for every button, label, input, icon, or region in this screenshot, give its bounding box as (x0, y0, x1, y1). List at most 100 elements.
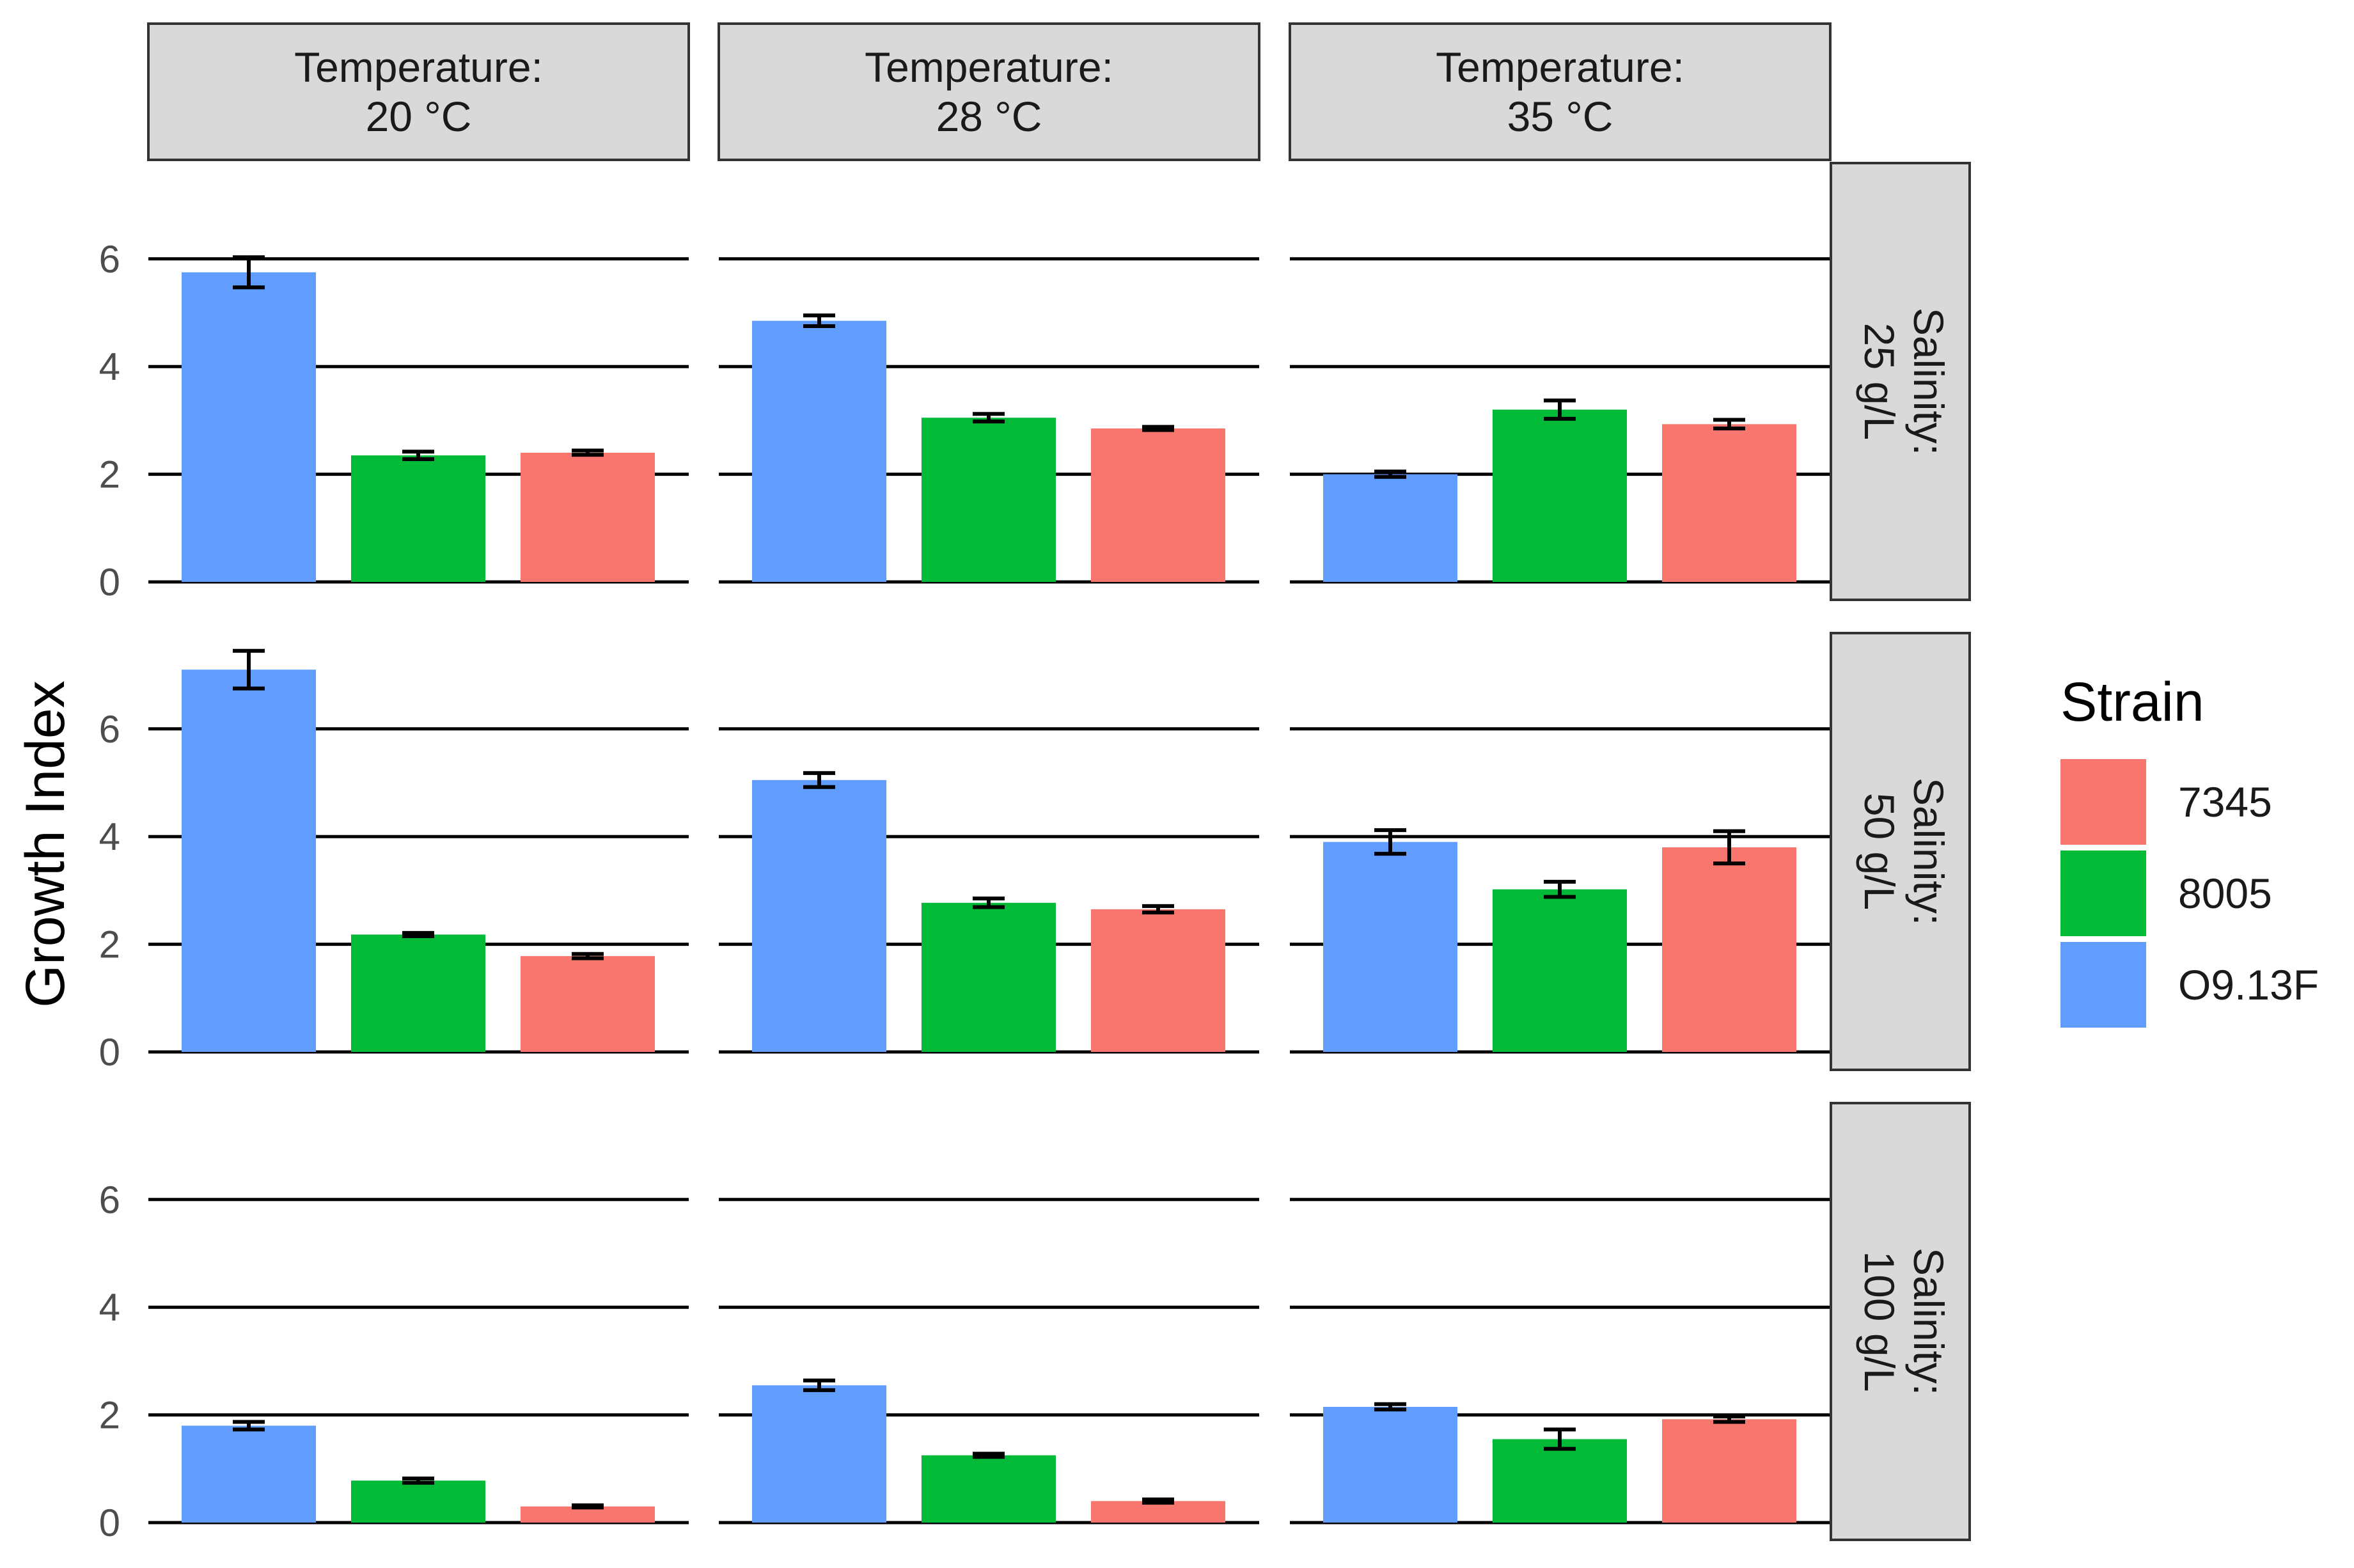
bar-8005-r2-c2 (922, 902, 1056, 1052)
legend: Strain 7345 8005 O9.13F (2060, 671, 2319, 1028)
y-tick-label-r3-4: 4 (99, 1286, 120, 1329)
bar-7345-r3-c2 (1091, 1501, 1225, 1523)
col-strip-label-line1: Temperature: (865, 43, 1113, 91)
panel-r2-c3 (1290, 727, 1830, 1054)
col-strip-background (718, 22, 1260, 161)
bar-7345-r1-c3 (1662, 424, 1796, 582)
y-tick-label-r1-4: 4 (99, 345, 120, 388)
row-strip-label-line1: Salinity: (1905, 1248, 1952, 1395)
bar-O913F-r1-c1 (182, 272, 316, 582)
error-bar-8005 (402, 1476, 434, 1485)
row-strip-label-line2: 100 g/L (1856, 1251, 1903, 1392)
col-strip-3: Temperature:35 °C (1289, 22, 1832, 161)
legend-title: Strain (2060, 671, 2204, 733)
bar-O913F-r2-c3 (1323, 842, 1457, 1052)
bar-8005-r3-c2 (922, 1455, 1056, 1523)
legend-item-8005: 8005 (2060, 851, 2272, 936)
error-bar-8005 (402, 450, 434, 462)
error-bar-O913F (1374, 828, 1406, 856)
bar-8005-r3-c3 (1493, 1439, 1627, 1523)
error-bar-8005 (973, 1452, 1005, 1459)
bar-O913F-r3-c2 (752, 1385, 886, 1523)
y-tick-label-r3-0: 0 (99, 1501, 120, 1544)
legend-item-O913F: O9.13F (2060, 942, 2319, 1028)
error-bar-7345 (572, 952, 604, 960)
panel-r3-c3 (1290, 1198, 1830, 1525)
y-tick-labels: 0 2 4 6 0 2 4 6 0 2 4 6 (99, 238, 120, 1544)
y-tick-label-r3-2: 2 (99, 1394, 120, 1437)
bar-O913F-r3-c3 (1323, 1406, 1457, 1523)
bar-8005-r2-c3 (1493, 889, 1627, 1052)
y-tick-label-r2-4: 4 (99, 815, 120, 858)
bar-7345-r1-c2 (1091, 428, 1225, 582)
col-strip-label-line1: Temperature: (294, 43, 543, 91)
row-strip-label-line2: 25 g/L (1856, 323, 1903, 441)
error-bar-7345 (1142, 425, 1174, 432)
col-strip-2: Temperature:28 °C (718, 22, 1260, 161)
bar-8005-r3-c1 (351, 1480, 485, 1523)
col-strip-label-line2: 28 °C (936, 93, 1042, 140)
error-bar-8005 (1544, 879, 1576, 899)
legend-label: 8005 (2178, 870, 2272, 917)
row-strip-background (1830, 162, 1971, 601)
error-bar-8005 (973, 897, 1005, 909)
error-bar-O913F (233, 1420, 265, 1432)
col-strip-background (1289, 22, 1832, 161)
facet-panels (148, 255, 1830, 1525)
col-strip-label-line2: 35 °C (1507, 93, 1613, 140)
row-strip-background (1830, 1102, 1971, 1541)
error-bar-8005 (402, 930, 434, 938)
legend-label: O9.13F (2178, 961, 2319, 1008)
bar-O913F-r1-c3 (1323, 474, 1457, 582)
bar-7345-r1-c1 (521, 452, 655, 582)
y-tick-label-r1-0: 0 (99, 561, 120, 604)
error-bar-O913F (1374, 469, 1406, 479)
y-tick-label-r2-0: 0 (99, 1031, 120, 1074)
bar-O913F-r2-c2 (752, 780, 886, 1052)
error-bar-7345 (1713, 829, 1745, 866)
panel-r2-c2 (719, 727, 1259, 1054)
error-bar-O913F (803, 313, 835, 329)
col-strip-label-line2: 20 °C (366, 93, 472, 140)
bar-8005-r2-c1 (351, 934, 485, 1052)
row-strip-1: Salinity:25 g/L (1830, 162, 1971, 601)
y-tick-label-r1-2: 2 (99, 453, 120, 496)
row-strip-label-line2: 50 g/L (1856, 793, 1903, 911)
bar-7345-r2-c2 (1091, 909, 1225, 1052)
error-bar-O913F (233, 255, 265, 290)
row-strip-label-line1: Salinity: (1905, 308, 1952, 455)
row-strip-label-line1: Salinity: (1905, 778, 1952, 925)
y-tick-label-r2-6: 6 (99, 708, 120, 751)
y-axis-label: Growth Index (15, 680, 76, 1007)
error-bar-O913F (1374, 1402, 1406, 1412)
bar-8005-r1-c2 (922, 418, 1056, 582)
error-bar-7345 (572, 448, 604, 457)
col-strip-1: Temperature:20 °C (147, 22, 690, 161)
panel-r1-c3 (1290, 257, 1830, 584)
panel-r1-c1 (148, 255, 689, 584)
legend-item-7345: 7345 (2060, 759, 2272, 845)
error-bar-7345 (1713, 418, 1745, 431)
error-bar-8005 (973, 412, 1005, 424)
bar-O913F-r3-c1 (182, 1425, 316, 1523)
panel-r2-c1 (148, 648, 689, 1054)
error-bar-O913F (233, 648, 265, 691)
bar-8005-r1-c3 (1493, 409, 1627, 582)
row-strip-background (1830, 632, 1971, 1071)
panel-r3-c1 (148, 1198, 689, 1525)
bar-7345-r2-c1 (521, 956, 655, 1052)
error-bar-7345 (572, 1503, 604, 1510)
bar-O913F-r1-c2 (752, 320, 886, 582)
error-bar-7345 (1713, 1415, 1745, 1424)
legend-key-swatch (2060, 759, 2146, 845)
row-strip-3: Salinity:100 g/L (1830, 1102, 1971, 1541)
y-tick-label-r1-6: 6 (99, 238, 120, 281)
error-bar-O913F (803, 1378, 835, 1392)
col-strip-background (147, 22, 690, 161)
y-tick-label-r3-6: 6 (99, 1179, 120, 1221)
bar-7345-r3-c3 (1662, 1419, 1796, 1523)
bar-8005-r1-c1 (351, 455, 485, 582)
